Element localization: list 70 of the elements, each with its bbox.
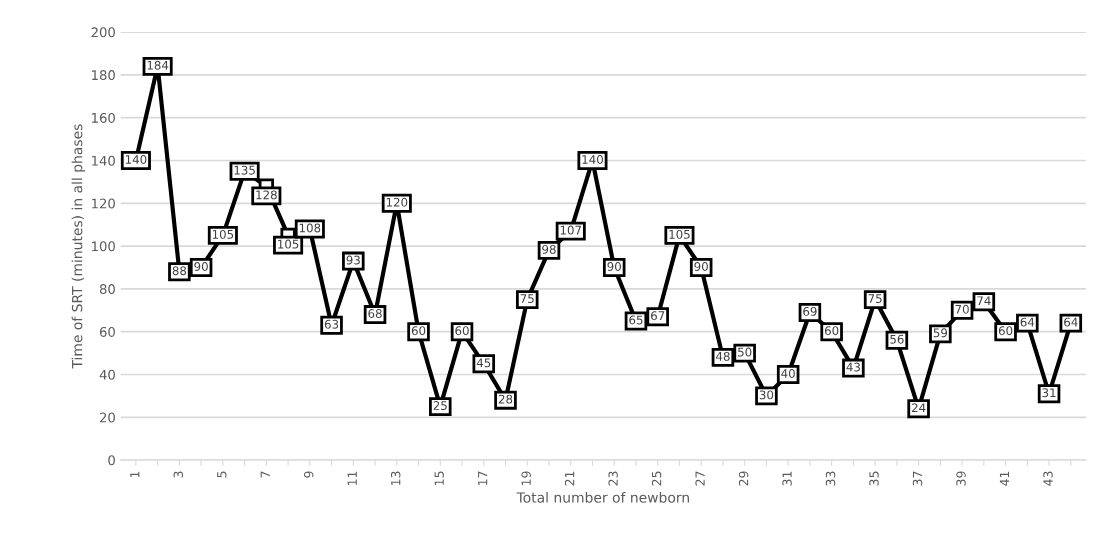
x-tick-label: 41: [999, 471, 1010, 486]
data-label: 69: [803, 306, 817, 316]
x-tick-label: 43: [1043, 471, 1053, 486]
data-label: 128: [256, 190, 277, 200]
x-axis-title: Total number of newborn: [516, 491, 689, 503]
x-tick-label: 19: [521, 471, 531, 486]
x-tick-label: 31: [782, 471, 792, 486]
data-label: 90: [607, 262, 621, 271]
data-label: 63: [324, 319, 339, 329]
x-tick-label: 11: [347, 471, 357, 486]
x-tick-label: 35: [869, 471, 879, 486]
data-label: 75: [520, 294, 534, 304]
x-tick-label: 17: [478, 471, 488, 486]
x-tick-label: 37: [912, 471, 923, 486]
data-label: 65: [629, 315, 643, 325]
data-label: 90: [194, 262, 208, 271]
x-tick-label: 1: [130, 471, 140, 478]
y-tick-label: 160: [92, 112, 115, 123]
data-label: 98: [542, 244, 556, 254]
y-tick-label: 120: [92, 198, 115, 209]
x-tick-label: 21: [564, 471, 575, 486]
data-label: 60: [824, 326, 839, 336]
data-label: 25: [433, 401, 447, 411]
y-tick-label: 40: [99, 369, 115, 380]
y-tick-label: 140: [92, 155, 115, 166]
x-tick-label: 23: [608, 471, 618, 486]
data-label: 67: [651, 311, 665, 321]
y-tick-label: 60: [99, 326, 115, 337]
data-label: 50: [738, 347, 752, 357]
data-label: 60: [411, 326, 426, 336]
data-label: 24: [911, 403, 926, 412]
x-tick-label: 25: [651, 471, 662, 486]
data-label: 48: [716, 351, 730, 361]
y-tick-label: 180: [92, 70, 115, 81]
x-tick-label: 29: [738, 471, 749, 486]
data-label: 30: [759, 390, 774, 400]
data-label: 43: [846, 362, 860, 372]
x-tick-label: 7: [260, 471, 270, 478]
y-tick-label: 0: [108, 455, 115, 466]
data-label: 68: [368, 309, 382, 319]
x-tick-label: 5: [217, 471, 227, 478]
data-label: 59: [933, 328, 948, 338]
x-tick-label: 13: [390, 471, 401, 486]
data-label: 60: [998, 326, 1013, 336]
data-label: 75: [868, 294, 882, 304]
x-tick-label: 15: [434, 471, 444, 486]
y-tick-label: 80: [99, 284, 115, 295]
data-label: 90: [694, 262, 708, 271]
x-tick-label: 33: [825, 471, 836, 486]
x-tick-label: 27: [695, 471, 705, 486]
data-label: 56: [890, 334, 904, 344]
data-label: 45: [476, 358, 491, 368]
data-label: 28: [498, 394, 513, 404]
data-label: 60: [455, 326, 469, 336]
x-tick-label: 3: [173, 471, 183, 478]
y-tick-label: 20: [99, 412, 115, 423]
y-tick-label: 200: [91, 27, 115, 38]
x-tick-label: 39: [956, 471, 966, 486]
data-label: 40: [781, 369, 795, 378]
y-axis-title: Time of SRT (minutes) in all phases: [71, 124, 86, 369]
data-label: 64: [1020, 317, 1035, 327]
data-label: 88: [172, 266, 187, 276]
x-tick-label: 9: [304, 471, 314, 478]
data-label: 105: [278, 239, 299, 249]
data-label: 31: [1042, 388, 1056, 398]
data-label: 70: [955, 304, 969, 314]
data-label: 93: [346, 255, 360, 265]
data-label: 64: [1064, 317, 1078, 327]
data-label: 74: [977, 296, 991, 305]
y-tick-label: 100: [92, 241, 115, 252]
